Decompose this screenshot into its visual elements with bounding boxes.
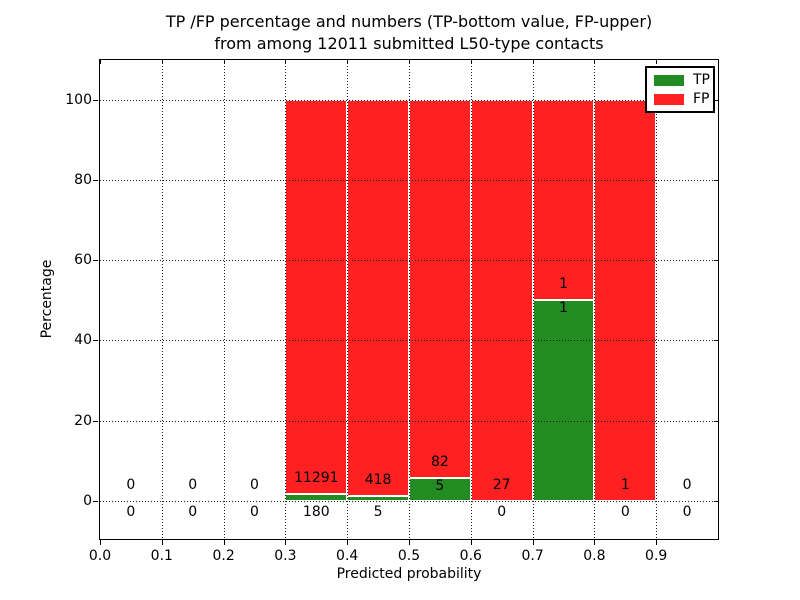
grid-line-vertical — [347, 60, 349, 539]
y-tick — [93, 180, 98, 182]
x-tick — [100, 540, 101, 545]
y-tick-label: 80 — [74, 172, 92, 189]
y-tick — [93, 340, 98, 342]
y-tick — [93, 500, 98, 502]
x-tick — [223, 540, 225, 545]
grid-line-vertical — [285, 60, 287, 539]
x-tick-label: 0.8 — [583, 548, 606, 564]
x-tick — [656, 540, 658, 545]
legend: TP FP — [645, 66, 715, 113]
x-tick — [594, 540, 596, 545]
bar-segment-fp — [409, 100, 471, 478]
bar-segment-fp — [470, 100, 533, 501]
x-tick — [409, 540, 410, 545]
x-tick — [161, 540, 163, 545]
fp-count-label: 82 — [430, 453, 449, 470]
fp-count-label: 27 — [492, 476, 511, 493]
legend-swatch-tp — [654, 74, 684, 86]
x-tick — [285, 540, 287, 545]
fp-count-label: 1 — [559, 276, 568, 293]
y-tick-label: 60 — [74, 252, 92, 269]
legend-swatch-fp — [654, 93, 684, 105]
y-tick-label: 20 — [74, 412, 92, 429]
tp-count-label: 0 — [497, 504, 507, 521]
chart-title: TP /FP percentage and numbers (TP-bottom… — [100, 11, 718, 55]
tp-count-label: 0 — [682, 504, 692, 521]
fp-count-label: 11291 — [294, 470, 339, 487]
tp-count-label: 0 — [620, 504, 630, 521]
chart-title-line1: TP /FP percentage and numbers (TP-bottom… — [165, 12, 653, 31]
grid-line-vertical — [161, 60, 163, 539]
bar-segment-fp — [285, 100, 348, 495]
grid-line-vertical — [223, 60, 225, 539]
grid-line-vertical — [656, 60, 658, 539]
tp-count-label: 0 — [126, 504, 136, 521]
grid-line-vertical — [594, 60, 596, 539]
fp-count-label: 1 — [620, 476, 630, 493]
tp-count-label: 180 — [302, 504, 330, 521]
grid-line-vertical — [409, 60, 410, 539]
fp-count-label: 418 — [364, 471, 392, 488]
legend-item-tp: TP — [654, 73, 713, 87]
bar-segment-fp — [347, 100, 409, 496]
plot-area: 0 0 0 0 0 0 11291 180 418 5 82 5 27 0 1 1 1 0 0 0 — [100, 60, 718, 539]
x-tick-label: 0.3 — [274, 548, 297, 564]
fp-count-label: 0 — [682, 476, 692, 493]
x-tick-label: 0.0 — [88, 548, 112, 564]
x-tick — [347, 540, 349, 545]
y-tick-label: 40 — [74, 332, 92, 349]
x-tick-label: 0.2 — [212, 548, 235, 564]
legend-item-fp: FP — [654, 92, 713, 106]
fp-count-label: 0 — [250, 476, 259, 493]
x-tick-label: 0.6 — [459, 548, 482, 564]
tp-count-label: 0 — [188, 504, 198, 521]
fp-count-label: 0 — [126, 476, 136, 493]
y-tick — [93, 100, 98, 101]
bar-segment-tp — [532, 300, 595, 501]
legend-label: TP — [693, 72, 710, 88]
grid-line-vertical — [470, 60, 472, 539]
x-tick-label: 0.1 — [150, 548, 173, 564]
chart-title-line2: from among 12011 submitted L50-type cont… — [214, 34, 604, 53]
y-axis-label: Percentage — [39, 259, 55, 339]
legend-label: FP — [693, 91, 710, 107]
tp-count-label: 1 — [559, 300, 568, 317]
count-labels-layer: 0 0 0 0 0 0 11291 180 418 5 82 5 27 0 1 1 1 0 0 0 — [100, 60, 718, 539]
grid-line-vertical — [532, 60, 534, 539]
x-axis-label: Predicted probability — [336, 566, 482, 582]
y-tick-label: 100 — [65, 92, 92, 108]
x-tick-label: 0.5 — [397, 548, 421, 564]
x-tick — [470, 540, 472, 545]
x-tick-label: 0.9 — [645, 548, 668, 564]
grid-layer — [100, 60, 718, 539]
tp-count-label: 0 — [250, 504, 259, 521]
y-tick-label: 0 — [83, 492, 92, 509]
bar-segment-fp — [532, 100, 595, 301]
y-tick — [93, 420, 98, 422]
bars-layer — [100, 60, 718, 539]
x-tick — [532, 540, 534, 545]
tp-count-label: 5 — [435, 477, 445, 494]
tp-count-label: 5 — [373, 504, 383, 521]
y-tick — [93, 260, 98, 262]
x-tick-top — [100, 60, 101, 64]
x-tick-label: 0.4 — [336, 548, 359, 564]
x-tick-label: 0.7 — [521, 548, 544, 564]
fp-count-label: 0 — [188, 476, 198, 493]
